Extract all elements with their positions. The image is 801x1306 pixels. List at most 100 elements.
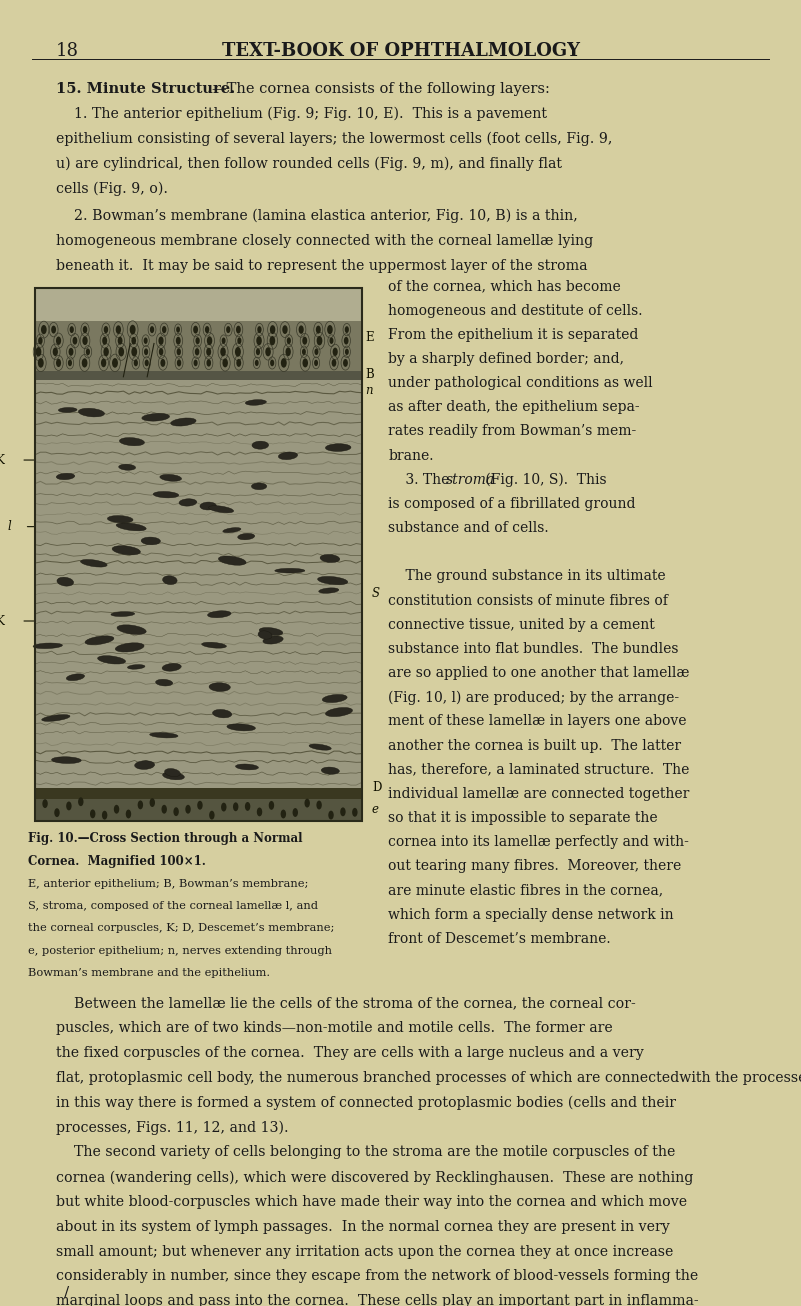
- Text: homogeneous membrane closely connected with the corneal lamellæ lying: homogeneous membrane closely connected w…: [56, 234, 594, 248]
- Ellipse shape: [119, 438, 144, 445]
- Ellipse shape: [117, 624, 147, 635]
- Circle shape: [51, 325, 56, 333]
- Text: are minute elastic fibres in the cornea,: are minute elastic fibres in the cornea,: [388, 883, 663, 897]
- Circle shape: [101, 359, 107, 367]
- Circle shape: [56, 337, 61, 345]
- Ellipse shape: [309, 744, 332, 750]
- Text: front of Descemet’s membrane.: front of Descemet’s membrane.: [388, 931, 611, 946]
- Circle shape: [173, 807, 179, 816]
- Ellipse shape: [153, 491, 179, 498]
- Circle shape: [69, 347, 74, 355]
- Ellipse shape: [163, 772, 184, 780]
- Ellipse shape: [319, 588, 339, 593]
- Ellipse shape: [219, 556, 246, 565]
- Circle shape: [328, 811, 334, 820]
- Ellipse shape: [325, 444, 351, 452]
- Text: The ground substance in its ultimate: The ground substance in its ultimate: [388, 569, 666, 584]
- Circle shape: [185, 804, 191, 814]
- Ellipse shape: [207, 611, 231, 618]
- Ellipse shape: [119, 464, 135, 470]
- Text: individual lamellæ are connected together: individual lamellæ are connected togethe…: [388, 786, 690, 801]
- Circle shape: [316, 336, 322, 345]
- Circle shape: [175, 337, 181, 345]
- Text: the corneal corpuscles, K; D, Descemet’s membrane;: the corneal corpuscles, K; D, Descemet’s…: [28, 923, 334, 934]
- Text: by a sharply defined border; and,: by a sharply defined border; and,: [388, 351, 625, 366]
- Circle shape: [160, 359, 165, 367]
- Circle shape: [195, 337, 199, 345]
- Circle shape: [162, 804, 167, 814]
- Text: E: E: [365, 332, 374, 345]
- Circle shape: [150, 798, 155, 807]
- Text: S: S: [372, 586, 380, 599]
- Text: Fig. 10.—Cross Section through a Normal: Fig. 10.—Cross Section through a Normal: [28, 832, 303, 845]
- Circle shape: [316, 801, 322, 810]
- Ellipse shape: [227, 724, 256, 731]
- Circle shape: [197, 801, 203, 810]
- Circle shape: [340, 807, 346, 816]
- Text: E, anterior epithelium; B, Bowman’s membrane;: E, anterior epithelium; B, Bowman’s memb…: [28, 879, 308, 889]
- Circle shape: [56, 359, 61, 367]
- Ellipse shape: [322, 695, 347, 703]
- Circle shape: [193, 325, 198, 333]
- Circle shape: [145, 359, 149, 366]
- Text: processes, Figs. 11, 12, and 13).: processes, Figs. 11, 12, and 13).: [56, 1121, 288, 1135]
- Circle shape: [206, 347, 211, 355]
- Circle shape: [268, 801, 274, 810]
- Circle shape: [282, 325, 288, 334]
- Text: K: K: [0, 453, 4, 466]
- Circle shape: [144, 349, 148, 355]
- Ellipse shape: [150, 733, 178, 738]
- Text: From the epithelium it is separated: From the epithelium it is separated: [388, 328, 639, 342]
- Circle shape: [315, 349, 319, 355]
- Text: 2. Bowman’s membrane (lamina elastica anterior, Fig. 10, B) is a thin,: 2. Bowman’s membrane (lamina elastica an…: [56, 209, 578, 223]
- Circle shape: [332, 347, 338, 357]
- Text: flat, protoplasmic cell body, the numerous branched processes of which are conne: flat, protoplasmic cell body, the numero…: [56, 1071, 801, 1085]
- Text: /: /: [64, 1285, 69, 1299]
- Text: small amount; but whenever any irritation acts upon the cornea they at once incr: small amount; but whenever any irritatio…: [56, 1245, 674, 1259]
- Text: cornea (wandering cells), which were discovered by Recklinghausen.  These are no: cornea (wandering cells), which were dis…: [56, 1170, 694, 1185]
- Text: The second variety of cells belonging to the stroma are the motile corpuscles of: The second variety of cells belonging to…: [56, 1145, 675, 1160]
- Ellipse shape: [78, 409, 104, 417]
- Text: u) are cylindrical, then follow rounded cells (Fig. 9, m), and finally flat: u) are cylindrical, then follow rounded …: [56, 157, 562, 171]
- Circle shape: [131, 347, 137, 357]
- Ellipse shape: [80, 559, 107, 567]
- Ellipse shape: [42, 714, 70, 721]
- Circle shape: [280, 810, 286, 819]
- Circle shape: [304, 799, 310, 807]
- Text: considerably in number, since they escape from the network of blood-vessels form: considerably in number, since they escap…: [56, 1269, 698, 1284]
- Ellipse shape: [98, 656, 126, 663]
- Ellipse shape: [51, 756, 81, 764]
- Circle shape: [150, 326, 154, 333]
- Circle shape: [302, 337, 308, 345]
- Text: 3. The: 3. The: [388, 473, 454, 487]
- Circle shape: [345, 349, 348, 355]
- Text: stroma: stroma: [446, 473, 495, 487]
- Circle shape: [159, 349, 163, 355]
- Text: as after death, the epithelium sepa-: as after death, the epithelium sepa-: [388, 400, 640, 414]
- Circle shape: [103, 337, 107, 345]
- Text: n: n: [365, 384, 372, 397]
- Ellipse shape: [85, 636, 114, 645]
- Circle shape: [112, 358, 118, 368]
- Circle shape: [53, 347, 58, 357]
- Circle shape: [352, 808, 357, 816]
- Circle shape: [285, 347, 291, 357]
- Circle shape: [73, 337, 78, 345]
- Circle shape: [235, 347, 241, 357]
- Ellipse shape: [209, 683, 231, 691]
- Circle shape: [233, 802, 239, 811]
- Circle shape: [344, 337, 348, 345]
- Text: Between the lamellæ lie the cells of the stroma of the cornea, the corneal cor-: Between the lamellæ lie the cells of the…: [56, 996, 636, 1011]
- Text: epithelium consisting of several layers; the lowermost cells (foot cells, Fig. 9: epithelium consisting of several layers;…: [56, 132, 613, 146]
- Text: the fixed corpuscles of the cornea.  They are cells with a large nucleus and a v: the fixed corpuscles of the cornea. They…: [56, 1046, 644, 1060]
- Circle shape: [70, 326, 74, 333]
- Ellipse shape: [142, 414, 170, 421]
- Ellipse shape: [235, 764, 259, 769]
- Circle shape: [270, 325, 276, 334]
- Ellipse shape: [155, 679, 173, 686]
- Circle shape: [223, 358, 228, 367]
- Bar: [35, 788, 362, 799]
- Text: (Fig. 10, l) are produced; by the arrange-: (Fig. 10, l) are produced; by the arrang…: [388, 690, 679, 705]
- Circle shape: [38, 337, 42, 345]
- Text: has, therefore, a laminated structure.  The: has, therefore, a laminated structure. T…: [388, 763, 690, 777]
